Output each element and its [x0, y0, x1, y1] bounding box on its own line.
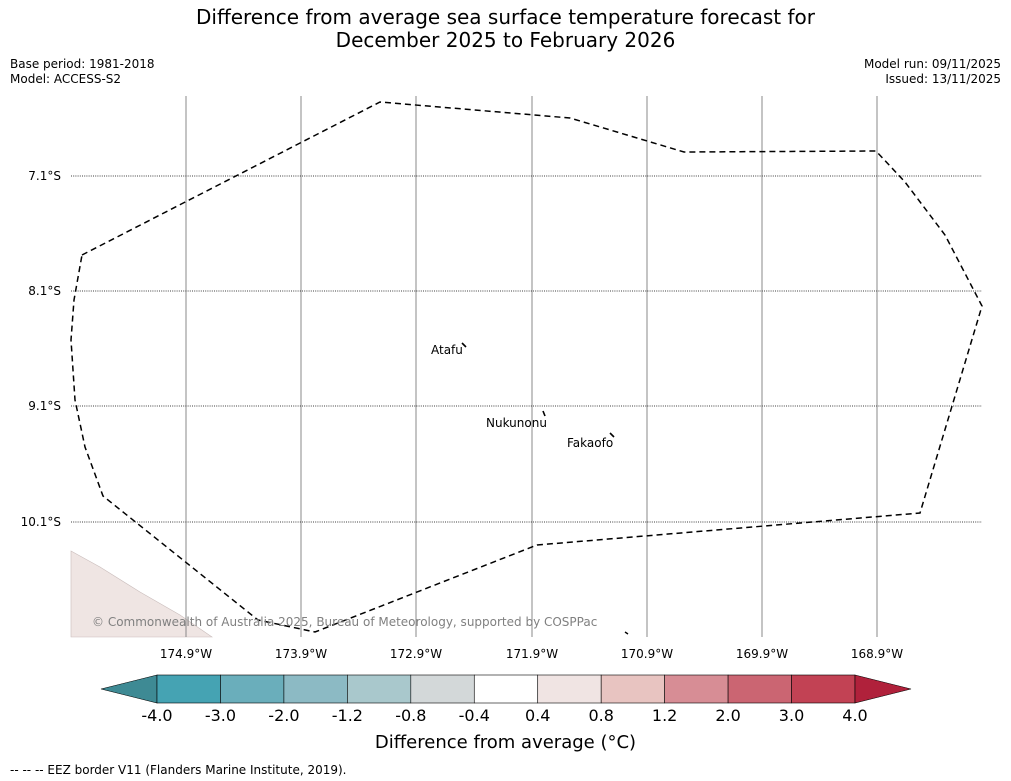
eez-legend-note: -- -- -- EEZ border V11 (Flanders Marine…: [10, 763, 347, 777]
meta-left: Base period: 1981-2018 Model: ACCESS-S2: [10, 57, 155, 87]
map-title: Difference from average sea surface temp…: [0, 6, 1011, 52]
colorbar-tick-label: -4.0: [141, 706, 173, 725]
eez-border: [70, 101, 983, 633]
model-run: Model run: 09/11/2025: [863, 57, 1001, 71]
colorbar-segment: [791, 674, 856, 704]
small-island: [624, 631, 629, 635]
issued-date: Issued: 13/11/2025: [885, 72, 1001, 86]
meta-right: Model run: 09/11/2025 Issued: 13/11/2025: [864, 57, 1001, 87]
place-nukunonu: Nukunonu: [486, 416, 547, 430]
colorbar-segment: [727, 674, 792, 704]
parallels: [71, 175, 982, 523]
anomaly-shading: [70, 550, 213, 638]
lat-label-1: 7.1°S: [28, 169, 61, 183]
colorbar-tick-label: -3.0: [204, 706, 237, 725]
lon-label-4: 171.9°W: [505, 647, 559, 661]
colorbar-segment: [473, 674, 539, 704]
title-line-1: Difference from average sea surface temp…: [195, 5, 815, 29]
lon-label-5: 170.9°W: [620, 647, 674, 661]
lon-label-3: 172.9°W: [389, 647, 443, 661]
place-fakaofo: Fakaofo: [567, 436, 614, 450]
colorbar-tick-label: 3.0: [778, 706, 805, 725]
lat-label-4: 10.1°S: [20, 515, 61, 529]
colorbar-segment: [410, 674, 475, 704]
atafu-island: [461, 342, 467, 348]
colorbar-segment: [664, 674, 729, 704]
colorbar-extension-low: [100, 674, 158, 704]
colorbar-segment: [537, 674, 602, 704]
colorbar-segment: [220, 674, 285, 704]
fakaofo-island: [609, 432, 615, 438]
lat-label-3: 9.1°S: [28, 399, 61, 413]
lon-label-6: 169.9°W: [735, 647, 789, 661]
meridians: [185, 96, 878, 637]
colorbar-segment: [156, 674, 221, 704]
colorbar-tick-label: -2.0: [268, 706, 300, 725]
lon-label-2: 173.9°W: [274, 647, 328, 661]
colorbar-segment: [347, 674, 412, 704]
lon-label-1: 174.9°W: [159, 647, 213, 661]
lon-label-7: 168.9°W: [850, 647, 904, 661]
colorbar-extension-high: [854, 674, 912, 704]
colorbar-tick-label: 1.2: [651, 706, 678, 725]
colorbar: [100, 674, 912, 704]
colorbar-tick-label: -0.4: [458, 706, 490, 725]
nukunonu-island: [542, 410, 546, 417]
colorbar-tick-label: -1.2: [331, 706, 363, 725]
colorbar-tick-label: -0.8: [395, 706, 427, 725]
colorbar-segment: [600, 674, 665, 704]
colorbar-tick-label: 0.8: [588, 706, 614, 725]
colorbar-tick-label: 0.4: [524, 706, 551, 725]
lat-label-2: 8.1°S: [28, 284, 61, 298]
place-atafu: Atafu: [431, 343, 463, 357]
title-line-2: December 2025 to February 2026: [335, 28, 676, 52]
base-period: Base period: 1981-2018: [10, 57, 155, 71]
colorbar-tick-label: 2.0: [715, 706, 741, 725]
copyright: © Commonwealth of Australia 2025, Bureau…: [92, 615, 598, 629]
colorbar-tick-label: 4.0: [842, 706, 868, 725]
model-name: Model: ACCESS-S2: [10, 72, 122, 86]
colorbar-segment: [283, 674, 348, 704]
colorbar-title: Difference from average (°C): [374, 732, 637, 753]
